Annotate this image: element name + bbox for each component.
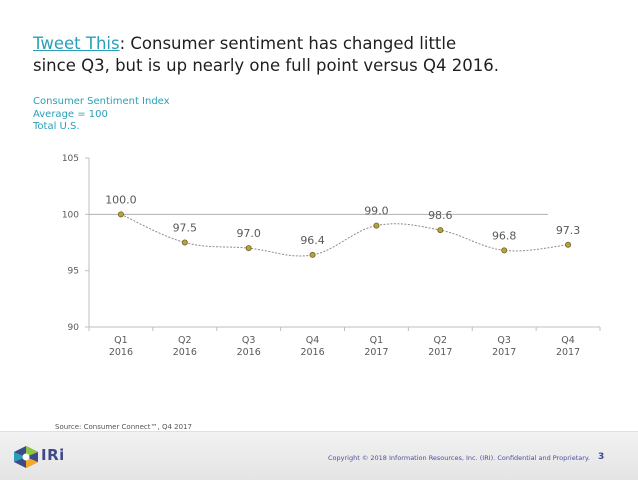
- data-point: [565, 241, 572, 248]
- x-tick-year: 2017: [492, 347, 516, 358]
- data-point: [501, 247, 508, 254]
- copyright-text: Copyright © 2018 Information Resources, …: [328, 454, 590, 462]
- data-point: [245, 245, 252, 252]
- data-label: 97.0: [236, 227, 261, 240]
- y-tick-label: 90: [68, 323, 80, 333]
- data-point: [309, 251, 316, 258]
- x-tick-label: Q3 2017: [492, 335, 516, 358]
- slide-headline: Tweet This: Consumer sentiment has chang…: [33, 33, 593, 77]
- page-number: 3: [598, 452, 605, 462]
- data-label: 99.0: [364, 205, 389, 218]
- x-tick-label: Q1 2017: [364, 335, 388, 358]
- tweet-this-link[interactable]: Tweet This: [33, 34, 120, 53]
- data-point: [117, 211, 124, 218]
- chart-market-note: Total U.S.: [33, 121, 80, 132]
- data-point: [373, 222, 380, 229]
- x-tick-label: Q3 2016: [237, 335, 261, 358]
- data-label: 100.0: [105, 193, 137, 206]
- x-tick-year: 2017: [556, 347, 580, 358]
- y-tick-label: 105: [62, 154, 79, 164]
- data-label: 96.4: [300, 234, 325, 247]
- iri-logo-icon: [14, 446, 38, 468]
- y-tick-label: 95: [68, 267, 79, 277]
- logo-text: IRi: [41, 446, 65, 464]
- data-point: [181, 239, 188, 246]
- chart-title: Consumer Sentiment Index: [33, 96, 170, 107]
- x-tick-year: 2016: [300, 347, 324, 358]
- x-tick-label: Q4 2016: [300, 335, 324, 358]
- data-label: 96.8: [492, 229, 517, 242]
- x-tick-quarter: Q3: [497, 335, 511, 346]
- x-tick-quarter: Q1: [114, 335, 128, 346]
- x-tick-year: 2017: [364, 347, 388, 358]
- x-tick-quarter: Q2: [178, 335, 192, 346]
- x-tick-year: 2016: [237, 347, 261, 358]
- x-tick-label: Q2 2016: [173, 335, 197, 358]
- x-tick-label: Q4 2017: [556, 335, 580, 358]
- data-label: 98.6: [428, 209, 453, 222]
- x-tick-quarter: Q1: [370, 335, 384, 346]
- chart-average-note: Average = 100: [33, 108, 108, 120]
- x-tick-year: 2016: [173, 347, 197, 358]
- data-label: 97.3: [556, 224, 581, 237]
- footer-bar: [0, 431, 638, 480]
- x-tick-label: Q2 2017: [428, 335, 452, 358]
- headline-text-line1: : Consumer sentiment has changed little: [119, 34, 457, 53]
- x-tick-quarter: Q4: [306, 335, 320, 346]
- headline-text-line2: since Q3, but is up nearly one full poin…: [33, 56, 499, 75]
- x-tick-year: 2017: [428, 347, 452, 358]
- x-tick-year: 2016: [109, 347, 133, 358]
- y-tick-label: 100: [62, 210, 79, 220]
- x-tick-quarter: Q3: [242, 335, 256, 346]
- x-tick-label: Q1 2016: [109, 335, 133, 358]
- data-point: [437, 227, 444, 234]
- data-label: 97.5: [173, 222, 198, 235]
- x-tick-quarter: Q2: [434, 335, 448, 346]
- source-note: Source: Consumer Connect™, Q4 2017: [55, 423, 192, 431]
- x-tick-quarter: Q4: [561, 335, 575, 346]
- chart-subtitle: Consumer Sentiment Index Average = 100 T…: [33, 96, 170, 134]
